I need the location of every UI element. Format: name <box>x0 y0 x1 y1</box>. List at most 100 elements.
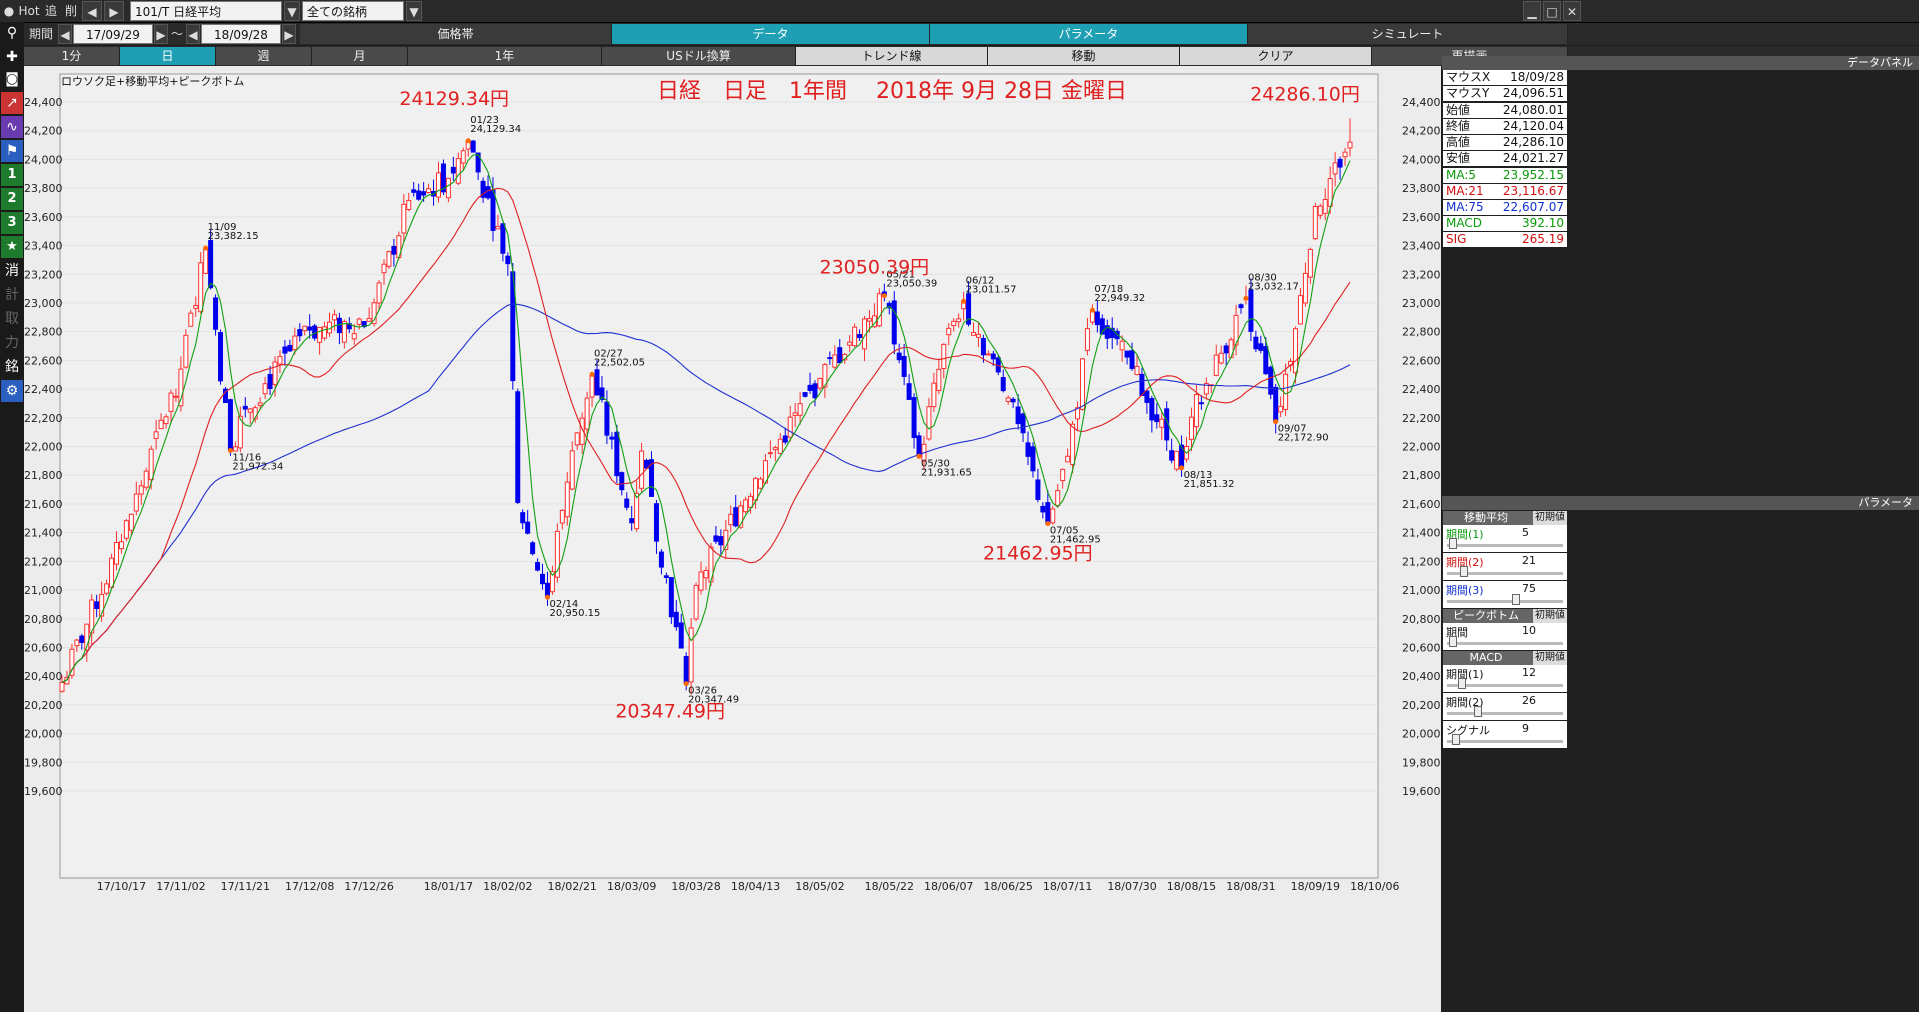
y-tick-label-right: 20,800 <box>1402 613 1441 626</box>
candle-body <box>435 172 441 198</box>
search-icon[interactable]: ⚲ <box>6 25 18 41</box>
param-value[interactable]: 10 <box>1522 624 1536 637</box>
period-to-field[interactable]: 18/09/28 <box>201 24 281 44</box>
candle-body <box>381 263 387 274</box>
universe-dropdown-icon[interactable]: ▼ <box>406 1 422 21</box>
param-slider-track[interactable] <box>1447 712 1563 715</box>
param-group-name: 移動平均 <box>1464 511 1508 524</box>
universe-field[interactable]: 全ての銘柄 <box>302 1 404 21</box>
flag-icon[interactable]: ⚑ <box>1 140 23 162</box>
delete-button[interactable]: 削 <box>64 4 77 18</box>
add-button[interactable]: 追 <box>44 4 57 18</box>
param-value[interactable]: 75 <box>1522 582 1536 595</box>
calc-button[interactable]: 計 <box>5 287 19 303</box>
param-slider-track[interactable] <box>1447 572 1563 575</box>
prev-arrow-icon[interactable]: ◀ <box>82 1 102 21</box>
subtab-usd[interactable]: USドル換算 <box>602 47 796 65</box>
symbol-field[interactable]: 101/T 日経平均 <box>130 1 282 21</box>
candle-body <box>173 395 179 398</box>
candlestick-chart[interactable]: 24,400 24,400 24,200 24,200 24,000 24,000 23,8… <box>24 66 1441 1012</box>
candle-body <box>559 509 565 524</box>
star-icon[interactable]: ★ <box>1 236 23 258</box>
param-value[interactable]: 26 <box>1522 694 1536 707</box>
period-from-field[interactable]: 17/09/29 <box>73 24 153 44</box>
to-prev-icon[interactable]: ◀ <box>186 24 200 44</box>
param-slider-knob[interactable] <box>1452 734 1461 745</box>
take-button[interactable]: 取 <box>5 311 19 327</box>
param-value[interactable]: 9 <box>1522 722 1529 735</box>
next-arrow-icon[interactable]: ▶ <box>104 1 124 21</box>
param-value[interactable]: 5 <box>1522 526 1529 539</box>
candle-body <box>857 334 863 339</box>
line-chart-icon[interactable]: ↗ <box>1 92 23 114</box>
chart-area[interactable]: 24,400 24,400 24,200 24,200 24,000 24,000 23,8… <box>24 66 1441 1012</box>
preset-1-button[interactable]: 1 <box>1 164 23 186</box>
symbol-button[interactable]: 銘 <box>5 359 19 375</box>
tab-price-band[interactable]: 価格帯 <box>300 24 612 44</box>
param-value[interactable]: 21 <box>1522 554 1536 567</box>
candle-body <box>956 318 962 323</box>
candle-body <box>188 312 194 327</box>
candle-body <box>292 335 298 351</box>
tab-parameters[interactable]: パラメータ <box>930 24 1248 44</box>
oscillator-icon[interactable]: ∿ <box>1 116 23 138</box>
param-slider-track[interactable] <box>1447 740 1563 743</box>
param-slider-knob[interactable] <box>1449 538 1458 549</box>
param-slider-knob[interactable] <box>1474 706 1482 717</box>
subtab-clear[interactable]: クリア <box>1180 47 1372 65</box>
from-next-icon[interactable]: ▶ <box>154 24 168 44</box>
candle-body <box>653 503 659 542</box>
gear-icon[interactable]: ⚙ <box>1 380 23 402</box>
subtab-trendline[interactable]: トレンド線 <box>796 47 988 65</box>
camera-icon[interactable]: ◙ <box>5 71 19 87</box>
param-slider-track[interactable] <box>1447 684 1563 687</box>
data-panel-row: MA:5 23,952.15 <box>1443 168 1567 183</box>
peak-date-label: 05/30 <box>921 458 950 469</box>
symbol-dropdown-icon[interactable]: ▼ <box>284 1 300 21</box>
close-icon[interactable]: ✕ <box>1563 1 1581 21</box>
minimize-icon[interactable]: ▁ <box>1523 1 1541 21</box>
peak-bottom-marker <box>227 447 233 453</box>
subtab-week[interactable]: 週 <box>216 47 312 65</box>
param-label: 期間(1) <box>1446 528 1484 541</box>
erase-button[interactable]: 消 <box>5 263 19 279</box>
crosshair-icon[interactable]: ✚ <box>6 49 18 65</box>
data-panel-value: 23,116.67 <box>1502 184 1564 198</box>
to-next-icon[interactable]: ▶ <box>282 24 296 44</box>
bulb-icon[interactable]: ● <box>3 4 15 18</box>
tab-simulate[interactable]: シミュレート <box>1248 24 1568 44</box>
param-value[interactable]: 12 <box>1522 666 1536 679</box>
maximize-icon[interactable]: □ <box>1543 1 1561 21</box>
subtab-1min[interactable]: 1分 <box>24 47 120 65</box>
preset-2-button[interactable]: 2 <box>1 188 23 210</box>
candle-body <box>272 361 278 385</box>
param-slider-track[interactable] <box>1447 600 1563 603</box>
power-button[interactable]: 力 <box>5 335 19 351</box>
preset-3-button[interactable]: 3 <box>1 212 23 234</box>
candle-body <box>609 436 615 440</box>
subtab-move[interactable]: 移動 <box>988 47 1180 65</box>
param-slider-track[interactable] <box>1447 642 1563 645</box>
reset-defaults-button[interactable]: 初期値 <box>1533 609 1567 623</box>
reset-defaults-button[interactable]: 初期値 <box>1533 511 1567 525</box>
param-slider-track[interactable] <box>1447 544 1563 547</box>
subtab-day[interactable]: 日 <box>120 47 216 65</box>
y-tick-label-right: 20,200 <box>1402 699 1441 712</box>
tab-data[interactable]: データ <box>612 24 930 44</box>
param-slider-knob[interactable] <box>1511 594 1520 605</box>
x-tick-label: 18/06/25 <box>983 880 1032 893</box>
peak-value-label: 24,129.34 <box>470 124 521 135</box>
param-slider-knob[interactable] <box>1457 678 1466 689</box>
candle-body <box>470 140 476 153</box>
param-slider-knob[interactable] <box>1449 636 1458 647</box>
param-slider-knob[interactable] <box>1459 566 1468 577</box>
hot-button[interactable]: Hot <box>18 4 40 18</box>
y-tick-label-right: 22,200 <box>1402 412 1441 425</box>
y-tick-label-right: 21,000 <box>1402 584 1441 597</box>
reset-defaults-button[interactable]: 初期値 <box>1533 651 1567 665</box>
from-prev-icon[interactable]: ◀ <box>58 24 72 44</box>
subtab-month[interactable]: 月 <box>312 47 408 65</box>
subtab-1year[interactable]: 1年 <box>408 47 602 65</box>
candle-body <box>495 225 501 230</box>
data-panel-value: 24,021.27 <box>1502 151 1564 165</box>
